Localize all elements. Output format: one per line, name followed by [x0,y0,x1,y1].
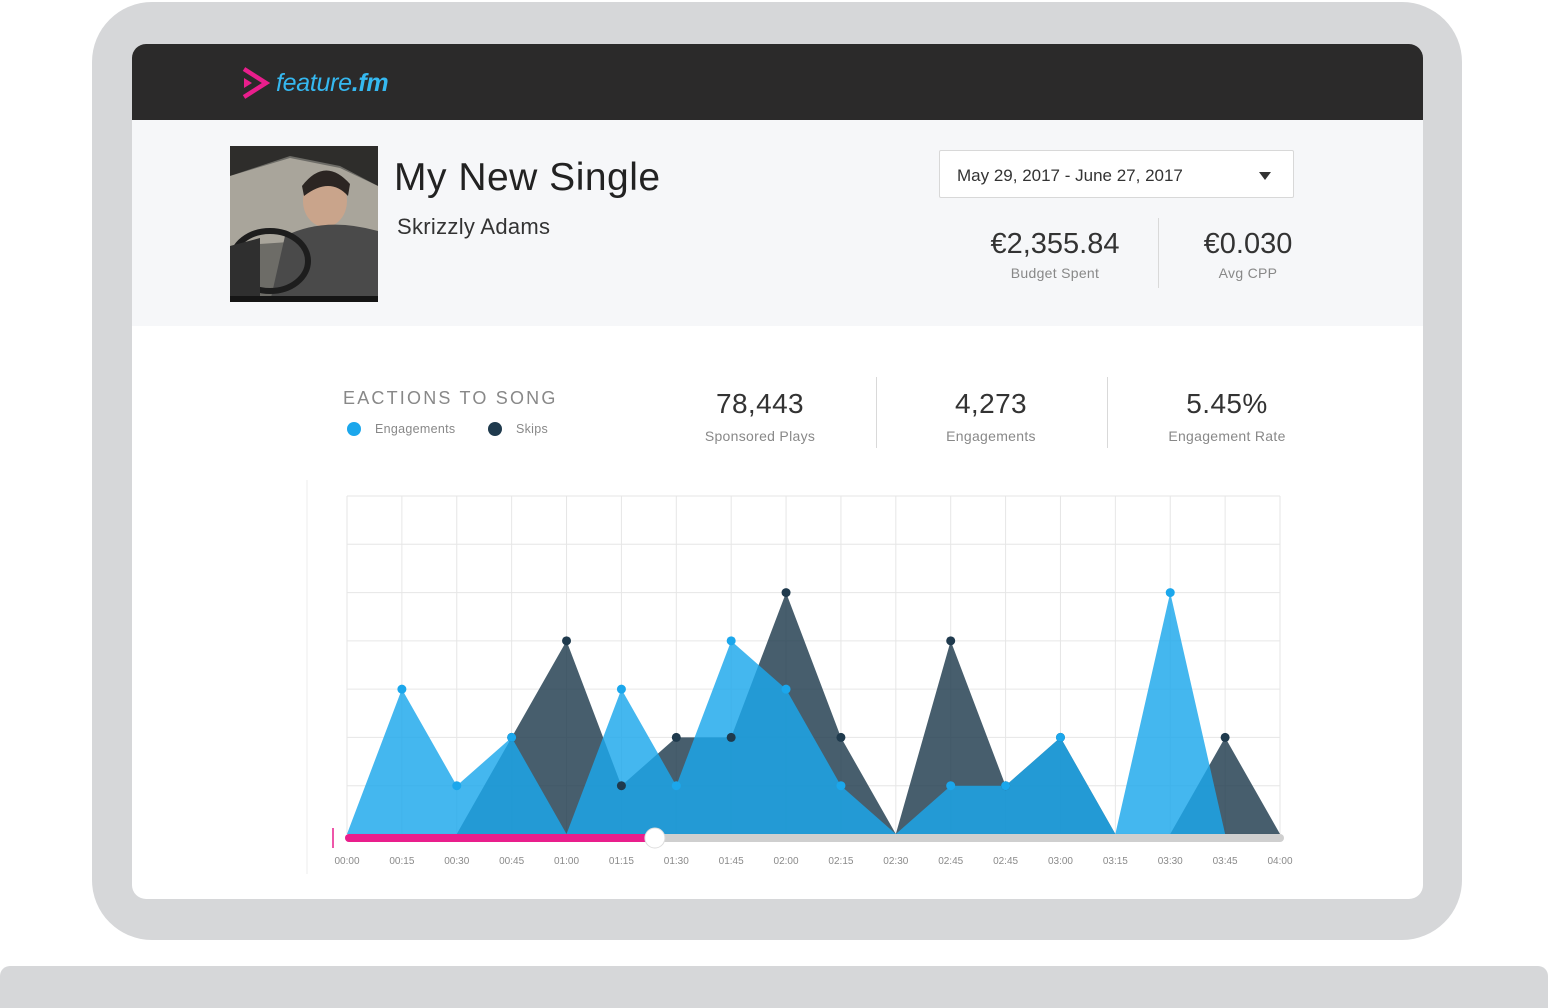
skips-point[interactable] [671,732,681,742]
engagements-point[interactable] [1001,781,1011,791]
stat-value: 4,273 [954,388,1028,419]
avg-cpp-value: €0.030 [1203,228,1293,260]
caret-down-icon [1259,172,1271,180]
skips-point[interactable] [836,732,846,742]
top-navigation-bar: feature.fm [132,44,1423,120]
legend-label: Engagements [375,422,456,436]
x-tick-label: 03:30 [1158,856,1183,867]
stat-label: Sponsored Plays [704,428,816,444]
engagements-point[interactable] [946,781,956,791]
engagements-point[interactable] [452,781,462,791]
campaign-header: My New Single Skrizzly Adams May 29, 201… [132,120,1423,326]
x-tick-label: 00:00 [334,856,359,867]
skips-legend-dot-icon [488,422,502,436]
skips-point[interactable] [1220,732,1230,742]
x-tick-label: 04:00 [1267,856,1292,867]
budget-spent-label: Budget Spent [1010,265,1100,281]
legend-label: Skips [516,422,549,436]
stat-sponsored-plays: 78,443 Sponsored Plays [660,388,860,444]
playback-scrubber-handle[interactable] [644,827,666,849]
avg-cpp-label: Avg CPP [1218,265,1278,281]
stat-value: 5.45% [1186,388,1268,419]
skips-point[interactable] [781,588,791,598]
x-tick-label: 00:15 [389,856,414,867]
x-tick-label: 01:00 [554,856,579,867]
legend-item-skips[interactable]: Skips [488,422,548,436]
app-screen: feature.fm My New Single Skrizzly Adams … [132,44,1423,899]
x-tick-label: 01:45 [719,856,744,867]
x-tick-label: 02:45 [993,856,1018,867]
x-tick-label: 03:45 [1213,856,1238,867]
engagements-point[interactable] [726,636,736,646]
x-tick-label: 00:45 [499,856,524,867]
x-tick-label: 03:00 [1048,856,1073,867]
brand-logo[interactable]: feature.fm [240,64,389,102]
date-range-value: May 29, 2017 - June 27, 2017 [957,166,1183,185]
brand-name: feature.fm [276,68,389,97]
engagements-point[interactable] [1165,588,1175,598]
stat-label: Engagement Rate [1168,428,1286,444]
budget-spent-value: €2,355.84 [990,228,1120,260]
skips-point[interactable] [616,781,626,791]
kpi-divider [1158,218,1159,288]
skips-point[interactable] [946,636,956,646]
song-reactions-chart: 00:00 00:15 00:30 00:45 01:00 01:15 01:30 01:45… [306,480,1293,874]
x-tick-label: 02:15 [828,856,853,867]
x-tick-label: 02:45 [938,856,963,867]
engagements-point[interactable] [671,781,681,791]
song-title: My New Single [394,156,661,199]
stat-engagement-rate: 5.45% Engagement Rate [1127,388,1327,444]
laptop-base [0,966,1548,1008]
engagements-area [347,592,1280,834]
stat-label: Engagements [946,428,1036,444]
x-tick-label: 02:00 [774,856,799,867]
stat-engagements: 4,273 Engagements [891,388,1091,444]
play-arrow-logo-icon [242,67,270,99]
stat-divider [876,377,877,448]
x-tick-label: 01:30 [664,856,689,867]
skips-point[interactable] [562,636,572,646]
stat-divider [1107,377,1108,448]
budget-spent-kpi: €2,355.84 Budget Spent [980,228,1130,281]
engagements-legend-dot-icon [347,422,361,436]
chart-section-title: EACTIONS TO SONG [343,388,558,408]
x-tick-label: 02:30 [883,856,908,867]
engagements-point[interactable] [1055,732,1065,742]
skips-point[interactable] [726,732,736,742]
engagements-point[interactable] [616,684,626,694]
engagements-point[interactable] [507,732,517,742]
x-tick-label: 00:30 [444,856,469,867]
album-cover-image [230,146,378,302]
engagements-point[interactable] [836,781,846,791]
engagements-point[interactable] [781,684,791,694]
legend-item-engagements[interactable]: Engagements [347,422,455,436]
engagements-point[interactable] [397,684,407,694]
artist-name[interactable]: Skrizzly Adams [397,214,551,239]
avg-cpp-kpi: €0.030 Avg CPP [1188,228,1308,281]
stat-value: 78,443 [715,388,805,419]
x-tick-label: 03:15 [1103,856,1128,867]
x-tick-label: 01:15 [609,856,634,867]
date-range-select[interactable]: May 29, 2017 - June 27, 2017 [939,150,1294,198]
